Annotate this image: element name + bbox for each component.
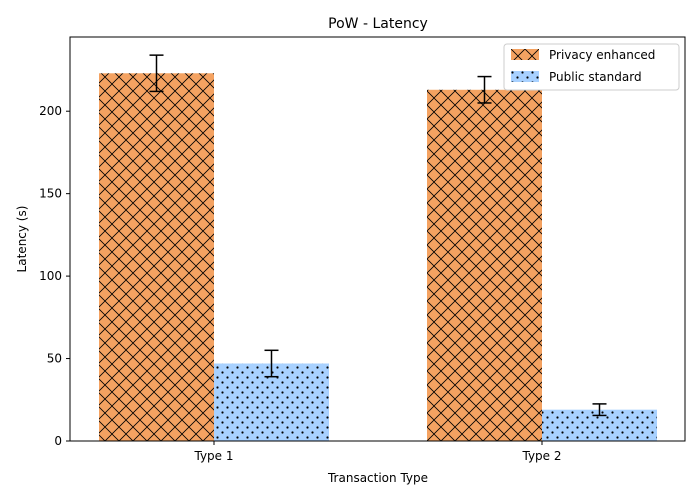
legend-frame [503, 43, 680, 91]
bars-layer [99, 73, 657, 442]
y-axis-label: Latency (s) [15, 206, 29, 273]
legend: Privacy enhanced Public standard [503, 43, 680, 91]
x-tick-label-type-2: Type 2 [521, 449, 561, 463]
bar-privacy-enhanced-type-2 [427, 89, 542, 442]
plot-frame [69, 36, 686, 442]
y-tick-label-50: 50 [47, 352, 62, 366]
y-tick-label-100: 100 [39, 269, 62, 283]
x-axis-label: Transaction Type [327, 471, 428, 485]
y-tick-label-0: 0 [54, 434, 62, 448]
legend-swatch-privacy-enhanced [511, 49, 539, 60]
error-bars-layer [149, 54, 607, 417]
chart-title: PoW - Latency [328, 16, 428, 32]
legend-label-privacy-enhanced: Privacy enhanced [549, 48, 655, 62]
y-axis: 0 50 100 150 200 [39, 104, 70, 448]
y-tick-label-150: 150 [39, 187, 62, 201]
y-tick-label-200: 200 [39, 104, 62, 118]
x-axis: Type 1 Type 2 [193, 441, 562, 463]
x-tick-label-type-1: Type 1 [193, 449, 233, 463]
legend-swatch-public-standard [511, 71, 539, 82]
bar-privacy-enhanced-type-1 [99, 73, 214, 441]
legend-label-public-standard: Public standard [549, 70, 642, 84]
